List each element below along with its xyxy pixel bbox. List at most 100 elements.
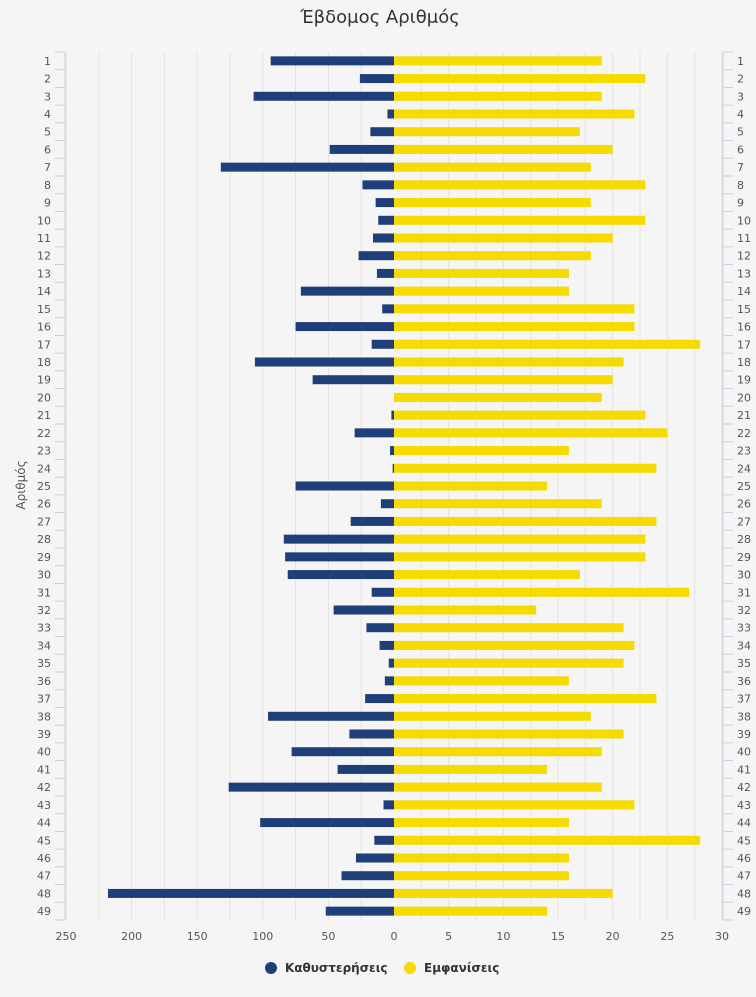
value-tick-label-right: 20	[606, 930, 620, 943]
value-tick-label-left: 100	[252, 930, 273, 943]
category-label-left: 47	[37, 870, 51, 883]
bar-appearance	[394, 764, 548, 774]
bar-appearance	[394, 711, 591, 721]
category-label-right: 19	[737, 374, 751, 387]
category-label-right: 26	[737, 498, 751, 511]
bar-appearance	[394, 268, 569, 278]
bar-appearance	[394, 74, 646, 84]
category-label-left: 7	[44, 161, 51, 174]
bar-delay	[390, 446, 394, 456]
bar-delay	[373, 233, 394, 243]
bar-appearance	[394, 127, 580, 137]
bar-appearance	[394, 658, 624, 668]
category-label-left: 5	[44, 126, 51, 139]
category-label-left: 48	[37, 887, 51, 900]
bar-appearance	[394, 640, 635, 650]
bar-appearance	[394, 339, 701, 349]
category-label-right: 36	[737, 675, 751, 688]
category-label-left: 46	[37, 852, 51, 865]
bar-delay	[375, 198, 394, 208]
category-label-left: 4	[44, 108, 51, 121]
bar-delay	[374, 835, 394, 845]
bar-delay	[291, 747, 394, 757]
category-label-right: 48	[737, 887, 751, 900]
category-label-right: 20	[737, 391, 751, 404]
category-label-left: 30	[37, 569, 51, 582]
category-label-right: 15	[737, 303, 751, 316]
category-label-left: 40	[37, 746, 51, 759]
category-label-left: 1	[44, 55, 51, 68]
category-label-left: 3	[44, 90, 51, 103]
bar-delay	[382, 304, 394, 314]
category-label-right: 47	[737, 870, 751, 883]
bar-appearance	[394, 410, 646, 420]
category-label-right: 25	[737, 480, 751, 493]
category-label-left: 18	[37, 356, 51, 369]
legend[interactable]: Καθυστερήσεις Εμφανίσεις	[265, 961, 499, 975]
category-label-left: 2	[44, 73, 51, 86]
bar-appearance	[394, 552, 646, 562]
bar-appearance	[394, 694, 657, 704]
category-label-right: 24	[737, 462, 751, 475]
bar-appearance	[394, 357, 624, 367]
category-label-left: 37	[37, 693, 51, 706]
value-tick-label-left: 50	[321, 930, 335, 943]
legend-item-delays[interactable]: Καθυστερήσεις	[265, 961, 388, 975]
category-label-left: 49	[37, 905, 51, 918]
bar-appearance	[394, 198, 591, 208]
bar-delay	[380, 499, 394, 509]
value-tick-label-right: 10	[496, 930, 510, 943]
bar-appearance	[394, 888, 613, 898]
category-label-right: 31	[737, 586, 751, 599]
category-label-right: 7	[737, 161, 744, 174]
value-tick-label-left: 250	[56, 930, 77, 943]
category-label-left: 32	[37, 604, 51, 617]
bar-delay	[283, 534, 394, 544]
bar-appearance	[394, 392, 602, 402]
bar-delay	[359, 74, 394, 84]
category-label-right: 2	[737, 73, 744, 86]
category-label-left: 41	[37, 763, 51, 776]
bar-delay	[371, 587, 394, 597]
bar-delay	[268, 711, 394, 721]
bar-appearance	[394, 233, 613, 243]
value-tick-label-left: 200	[121, 930, 142, 943]
bar-appearance	[394, 251, 591, 261]
category-label-right: 29	[737, 551, 751, 564]
category-label-right: 3	[737, 90, 744, 103]
category-label-right: 32	[737, 604, 751, 617]
bar-delay	[387, 109, 394, 119]
category-label-right: 12	[737, 250, 751, 263]
bar-delay	[388, 658, 394, 668]
bar-delay	[333, 605, 394, 615]
bar-delay	[300, 286, 394, 296]
category-label-right: 40	[737, 746, 751, 759]
bar-delay	[253, 91, 394, 101]
bar-delay	[228, 782, 394, 792]
value-tick-label-right: 25	[660, 930, 674, 943]
bar-appearance	[394, 499, 602, 509]
legend-item-appearances[interactable]: Εμφανίσεις	[404, 961, 499, 975]
category-label-left: 39	[37, 728, 51, 741]
legend-marker	[404, 962, 416, 974]
bar-appearance	[394, 91, 602, 101]
bar-delay	[384, 676, 394, 686]
category-label-right: 8	[737, 179, 744, 192]
bar-delay	[370, 127, 394, 137]
category-label-right: 14	[737, 285, 751, 298]
bar-appearance	[394, 605, 537, 615]
category-label-right: 45	[737, 834, 751, 847]
category-label-right: 11	[737, 232, 751, 245]
bar-delay	[358, 251, 394, 261]
bar-delay	[379, 640, 394, 650]
category-label-right: 33	[737, 622, 751, 635]
bar-delay	[260, 818, 394, 828]
bars	[107, 56, 701, 916]
category-label-left: 22	[37, 427, 51, 440]
category-label-right: 6	[737, 143, 744, 156]
category-label-left: 15	[37, 303, 51, 316]
bar-delay	[366, 623, 394, 633]
bar-delay	[341, 871, 394, 881]
category-label-right: 13	[737, 267, 751, 280]
